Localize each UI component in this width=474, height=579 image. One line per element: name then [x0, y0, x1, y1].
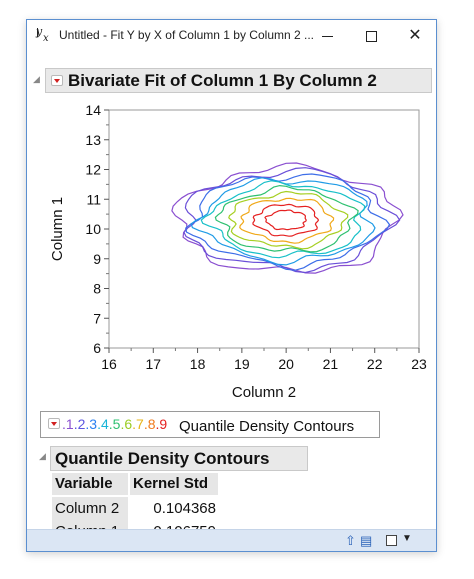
table-header-kernel-std: Kernel Std	[130, 473, 218, 495]
x-tick-label: 18	[190, 356, 206, 372]
legend-quantile-label: .6	[120, 416, 133, 432]
qdc-title: Quantile Density Contours	[55, 449, 270, 468]
x-tick-label: 19	[234, 356, 250, 372]
table-header-variable: Variable	[52, 473, 128, 495]
chevron-down-icon[interactable]: ▼	[402, 533, 412, 544]
x-tick-label: 16	[101, 356, 117, 372]
y-tick-label: 6	[93, 340, 101, 356]
legend-red-triangle-menu-icon[interactable]	[48, 418, 60, 429]
maximize-icon	[365, 30, 377, 42]
close-button[interactable]: ✕	[393, 20, 437, 52]
y-tick-label: 8	[93, 281, 101, 297]
contour-line	[264, 209, 307, 231]
y-tick-label: 14	[85, 102, 101, 118]
legend-quantile-label: .1	[62, 416, 74, 432]
contour-line	[228, 190, 349, 250]
x-tick-label: 22	[367, 356, 383, 372]
y-tick-label: 13	[85, 132, 101, 148]
legend-quantile-label: .2	[73, 416, 86, 432]
y-tick-label: 10	[85, 221, 101, 237]
minimize-icon	[321, 35, 333, 37]
qdc-outline-header[interactable]: Quantile Density Contours	[50, 446, 308, 471]
bivariate-outline-header[interactable]: Bivariate Fit of Column 1 By Column 2	[45, 68, 432, 93]
legend-quantile-label: .3	[85, 416, 98, 432]
qdc-collapse-triangle-icon[interactable]: ◢	[39, 451, 46, 461]
contour-line	[239, 197, 335, 244]
legend-quantile-label: .9	[155, 416, 168, 432]
y-tick-label: 12	[85, 162, 101, 178]
window-box-icon[interactable]	[386, 535, 397, 546]
table-icon[interactable]: ▤	[360, 533, 373, 548]
x-tick-label: 23	[411, 356, 427, 372]
contour-line	[200, 180, 366, 259]
contour-legend[interactable]: .1.2.3.4.5.6.7.8.9 Quantile Density Cont…	[40, 411, 380, 438]
legend-quantile-label: .8	[143, 416, 156, 432]
legend-quantile-label: .5	[108, 416, 121, 432]
legend-quantile-label: .7	[132, 416, 144, 432]
red-triangle-menu-icon[interactable]	[51, 75, 63, 86]
table-row-variable: Column 2	[52, 497, 128, 520]
home-icon[interactable]: ⇧	[345, 533, 356, 548]
x-axis-label: Column 2	[232, 384, 296, 401]
collapse-triangle-icon[interactable]: ◢	[33, 74, 40, 84]
y-tick-label: 9	[93, 251, 101, 267]
x-tick-label: 21	[323, 356, 339, 372]
bivariate-title: Bivariate Fit of Column 1 By Column 2	[68, 71, 377, 90]
minimize-button[interactable]	[305, 20, 349, 52]
table-row-kernel-std: 0.104368	[153, 500, 216, 517]
y-axis-label: Column 1	[49, 197, 66, 261]
contour-line	[185, 173, 391, 271]
contour-line	[190, 177, 376, 266]
close-icon: ✕	[408, 27, 422, 44]
legend-label: Quantile Density Contours	[179, 418, 355, 435]
report-content: ◢ Bivariate Fit of Column 1 By Column 2 …	[27, 52, 436, 543]
contour-line	[214, 184, 359, 253]
x-tick-label: 17	[145, 356, 161, 372]
contour-plot: 16 17 18 19 20 21 22 23 6 7 8 9 10 11 12 13 14 Column 2 Co…	[49, 102, 427, 401]
status-bar: ⇧ ▤ ▼	[27, 529, 436, 551]
y-tick-label: 7	[93, 310, 101, 326]
window-title: Untitled - Fit Y by X of Column 1 by Col…	[59, 28, 314, 42]
x-tick-label: 20	[278, 356, 294, 372]
legend-quantile-scale: .1.2.3.4.5.6.7.8.9	[62, 416, 167, 432]
y-tick-label: 11	[86, 191, 101, 207]
legend-quantile-label: .4	[97, 416, 109, 432]
maximize-button[interactable]	[349, 20, 393, 52]
contour-line	[252, 203, 320, 237]
